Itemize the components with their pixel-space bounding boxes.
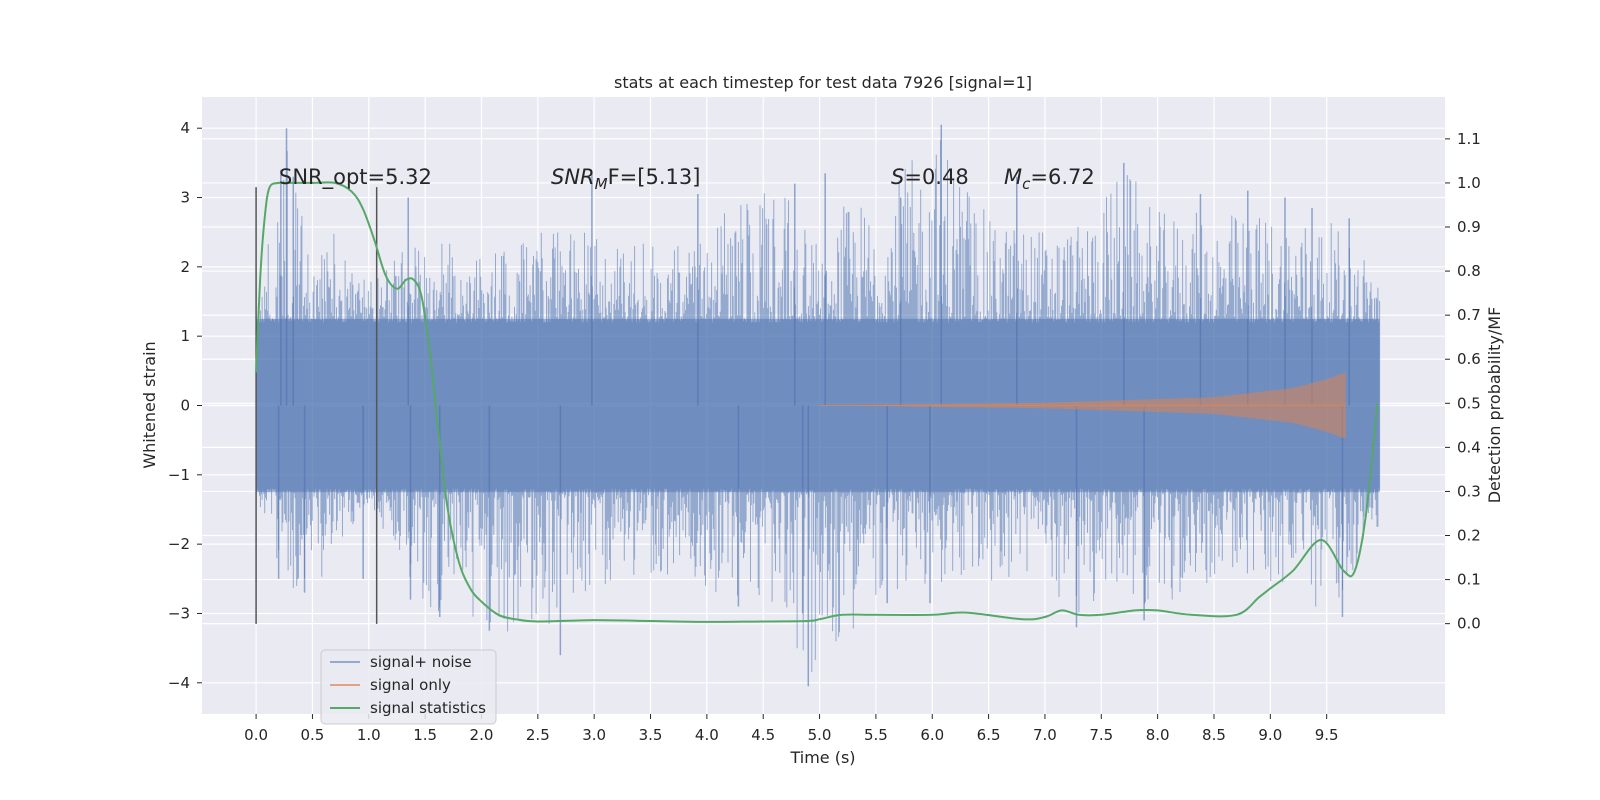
y2-tick-label: 0.2 bbox=[1457, 527, 1481, 545]
y2-tick-label: 0.5 bbox=[1457, 394, 1481, 412]
x-tick-label: 3.5 bbox=[639, 726, 663, 744]
y2-tick-label: 0.6 bbox=[1457, 350, 1481, 368]
y-tick-label: 1 bbox=[180, 327, 190, 345]
interval-markers bbox=[255, 187, 378, 624]
y-axis-label: Whitened strain bbox=[140, 341, 159, 468]
x-tick-label: 1.0 bbox=[357, 726, 381, 744]
y2-axis-label: Detection probability/MF bbox=[1485, 307, 1504, 504]
legend-box bbox=[320, 649, 497, 725]
x-tick-label: 6.5 bbox=[977, 726, 1001, 744]
x-tick-label: 0.0 bbox=[244, 726, 268, 744]
annotation-mc: Mc=6.72 bbox=[1004, 165, 1095, 193]
y-tick-label: 0 bbox=[180, 397, 190, 415]
y-tick-label: −4 bbox=[168, 674, 190, 692]
x-tick-label: 8.5 bbox=[1202, 726, 1226, 744]
x-tick-label: 2.5 bbox=[526, 726, 550, 744]
y-tick-label: 2 bbox=[180, 258, 190, 276]
y-tick-label: −3 bbox=[168, 604, 190, 622]
y-tick-label: −2 bbox=[168, 535, 190, 553]
y-tick-label: 3 bbox=[180, 189, 190, 207]
x-tick-label: 6.0 bbox=[920, 726, 944, 744]
x-tick-label: 1.5 bbox=[413, 726, 437, 744]
y2-tick-label: 0.4 bbox=[1457, 438, 1481, 456]
legend: signal+ noise signal only signal statist… bbox=[320, 649, 497, 725]
x-tick-label: 7.0 bbox=[1033, 726, 1057, 744]
x-tick-label: 4.5 bbox=[751, 726, 775, 744]
x-tick-label: 5.0 bbox=[808, 726, 832, 744]
x-tick-label: 2.0 bbox=[470, 726, 494, 744]
x-tick-label: 7.5 bbox=[1089, 726, 1113, 744]
legend-label-signal: signal only bbox=[370, 676, 451, 694]
y2-tick-label: 0.8 bbox=[1457, 262, 1481, 280]
annotation-snr-opt: SNR_opt=5.32 bbox=[279, 165, 432, 190]
x-axis-label: Time (s) bbox=[789, 748, 855, 767]
x-tick-label: 4.0 bbox=[695, 726, 719, 744]
y-tick-label: 4 bbox=[180, 119, 190, 137]
y2-tick-label: 0.1 bbox=[1457, 571, 1481, 589]
y2-tick-label: 0.9 bbox=[1457, 218, 1481, 236]
x-tick-label: 9.5 bbox=[1315, 726, 1339, 744]
y2-tick-label: 0.0 bbox=[1457, 615, 1481, 633]
x-tick-label: 3.0 bbox=[582, 726, 606, 744]
legend-label-stats: signal statistics bbox=[370, 699, 486, 717]
annotation-s: S=0.48 bbox=[891, 165, 969, 189]
x-tick-label: 9.0 bbox=[1258, 726, 1282, 744]
x-tick-label: 0.5 bbox=[301, 726, 325, 744]
x-tick-label: 5.5 bbox=[864, 726, 888, 744]
annotation-snr-mf: SNRMF=[5.13] bbox=[551, 165, 700, 193]
signal-statistics-series bbox=[255, 181, 1379, 623]
tick-labels: 0.0 0.5 1.0 1.5 2.0 2.5 3.0 3.5 4.0 4.5 5.0 5.5 6.0 6… bbox=[168, 119, 1481, 744]
signal-statistics-line bbox=[255, 181, 1379, 623]
y2-tick-label: 0.3 bbox=[1457, 482, 1481, 500]
legend-label-noise: signal+ noise bbox=[370, 653, 472, 671]
y-tick-label: −1 bbox=[168, 466, 190, 484]
chart-title: stats at each timestep for test data 792… bbox=[614, 73, 1032, 92]
x-tick-label: 8.0 bbox=[1146, 726, 1170, 744]
y2-tick-label: 1.1 bbox=[1457, 130, 1481, 148]
y2-tick-label: 0.7 bbox=[1457, 306, 1481, 324]
y2-tick-label: 1.0 bbox=[1457, 174, 1481, 192]
signal-only-series bbox=[819, 372, 1346, 439]
